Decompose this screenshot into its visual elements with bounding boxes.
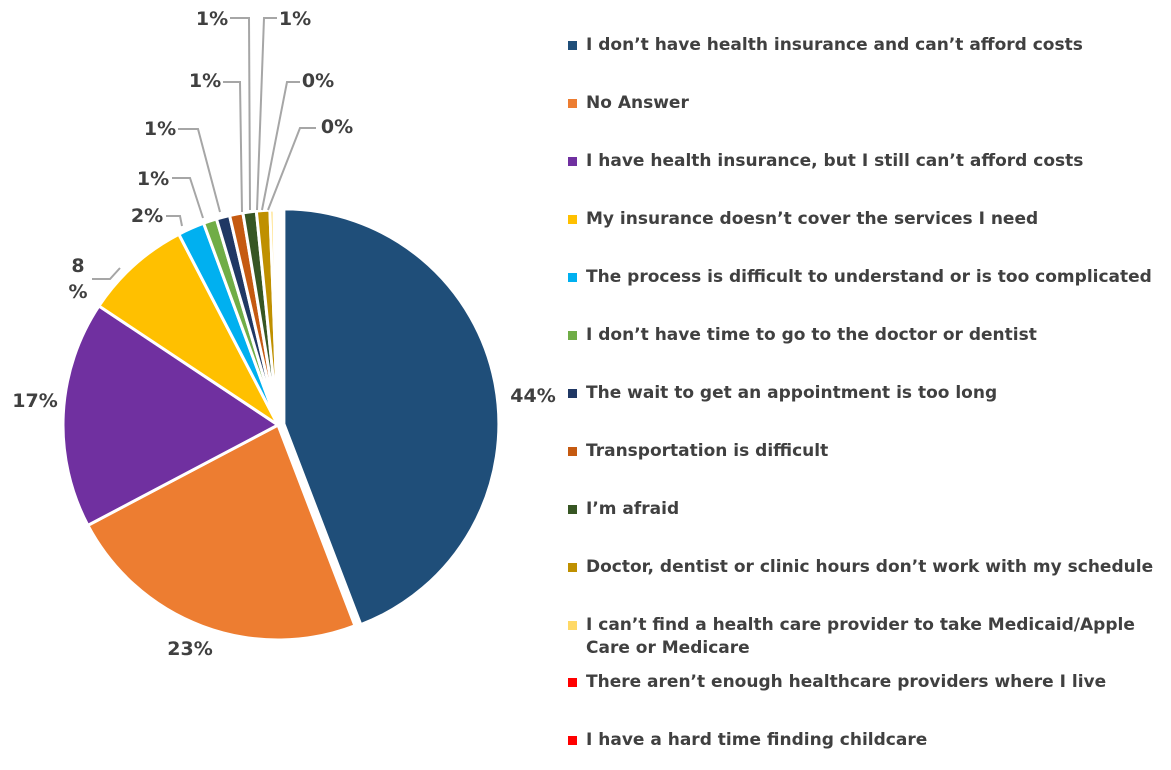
legend-item: No Answer: [568, 92, 1156, 115]
legend-label: The process is difficult to understand o…: [586, 267, 1152, 287]
data-label: 0%: [302, 70, 334, 92]
legend-swatch: [568, 215, 577, 224]
data-label: 2%: [131, 205, 163, 227]
data-label: 1%: [144, 118, 176, 140]
legend-label: The wait to get an appointment is too lo…: [586, 383, 998, 403]
data-label: 0%: [321, 116, 353, 138]
legend-label: Doctor, dentist or clinic hours don’t wo…: [586, 557, 1154, 577]
pie-slice: [282, 207, 501, 627]
legend-item: There aren’t enough healthcare providers…: [568, 671, 1156, 694]
legend-item: I can’t find a health care provider to t…: [568, 614, 1156, 660]
data-label: 17%: [12, 390, 57, 412]
data-label: 23%: [167, 638, 212, 660]
legend-item: I have a hard time finding childcare: [568, 729, 1156, 752]
legend-label: Transportation is difficult: [586, 441, 829, 461]
legend-item: I’m afraid: [568, 498, 1156, 521]
pie-slice: [85, 422, 357, 642]
legend-label: No Answer: [586, 93, 689, 113]
legend-swatch: [568, 331, 577, 340]
pie-slice: [275, 208, 280, 426]
pie-slice: [96, 232, 280, 427]
legend-swatch: [568, 563, 577, 572]
legend-item: The wait to get an appointment is too lo…: [568, 382, 1156, 405]
legend-swatch: [568, 41, 577, 50]
data-label: 1%: [279, 8, 311, 30]
legend-label: I have health insurance, but I still can…: [586, 151, 1084, 171]
data-label: 1%: [196, 8, 228, 30]
legend-swatch: [568, 389, 577, 398]
legend-item: I don’t have health insurance and can’t …: [568, 34, 1156, 57]
data-labels: 44% 23% 17% 8 % 2% 1% 1% 1% 1% 1% 0% 0%: [12, 8, 555, 660]
legend-swatch: [568, 99, 577, 108]
leader-line: [92, 267, 121, 280]
legend-label: I don’t have health insurance and can’t …: [586, 35, 1083, 55]
legend-swatch: [568, 447, 577, 456]
legend-swatch: [568, 273, 577, 282]
pie-chart: 44% 23% 17% 8 % 2% 1% 1% 1% 1% 1% 0% 0%: [12, 8, 555, 660]
leader-line: [256, 17, 277, 211]
data-label: 1%: [137, 168, 169, 190]
pie-slices: [61, 207, 501, 642]
legend-item: My insurance doesn’t cover the services …: [568, 208, 1156, 231]
leader-line: [172, 177, 204, 219]
legend-swatch: [568, 157, 577, 166]
legend-item: Doctor, dentist or clinic hours don’t wo…: [568, 556, 1156, 579]
leader-line: [267, 127, 316, 211]
legend-item: The process is difficult to understand o…: [568, 266, 1156, 289]
legend-item: I have health insurance, but I still can…: [568, 150, 1156, 173]
data-label: 8%: [68, 255, 87, 303]
leader-line: [223, 81, 243, 213]
legend-swatch: [568, 678, 577, 687]
legend-label: I can’t find a health care provider to t…: [586, 615, 1135, 658]
legend-label: There aren’t enough healthcare providers…: [586, 672, 1107, 692]
legend-swatch: [568, 736, 577, 745]
legend-label: My insurance doesn’t cover the services …: [586, 209, 1039, 229]
data-label: 44%: [510, 385, 555, 407]
leader-line: [178, 128, 221, 213]
leader-line: [166, 215, 183, 227]
legend-swatch: [568, 505, 577, 514]
legend-label: I’m afraid: [586, 499, 680, 519]
legend-item: Transportation is difficult: [568, 440, 1156, 463]
leader-line: [261, 81, 300, 211]
legend-swatch: [568, 621, 577, 630]
legend-label: I have a hard time finding childcare: [586, 730, 928, 750]
leader-line: [230, 17, 251, 211]
leader-lines: [92, 17, 316, 280]
pie-slice: [61, 303, 281, 528]
legend-label: I don’t have time to go to the doctor or…: [586, 325, 1037, 345]
data-label: 1%: [189, 70, 221, 92]
legend-item: I don’t have time to go to the doctor or…: [568, 324, 1156, 347]
